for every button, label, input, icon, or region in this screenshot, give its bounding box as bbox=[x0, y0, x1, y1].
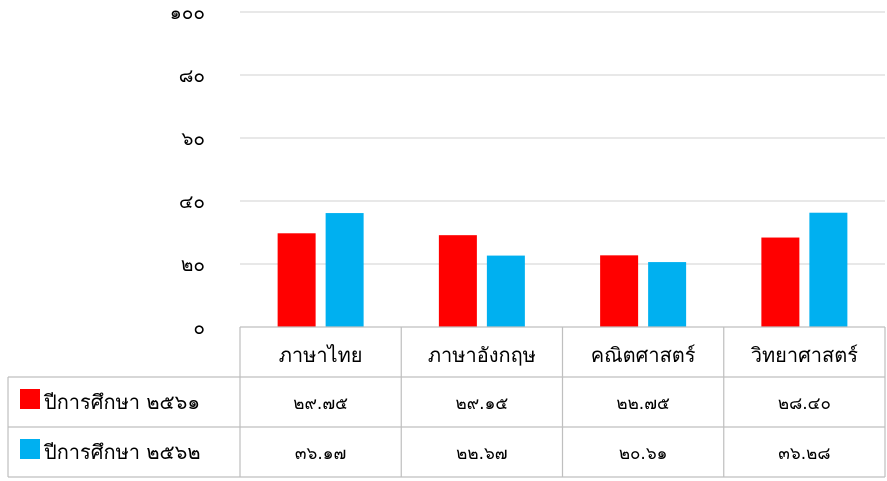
y-tick-label: ๑๐๐ bbox=[170, 2, 205, 24]
data-label: ๒๒.๗๕ bbox=[616, 394, 670, 414]
bar bbox=[809, 212, 848, 327]
y-axis-tick-labels: ๐ ๒๐ ๔๐ ๖๐ ๘๐ ๑๐๐ bbox=[170, 2, 205, 339]
legend-swatch bbox=[20, 389, 40, 409]
bars bbox=[277, 212, 848, 327]
bar bbox=[486, 255, 525, 327]
y-tick-label: ๔๐ bbox=[179, 191, 205, 213]
legend-swatch bbox=[20, 439, 40, 459]
series-name: ปีการศึกษา ๒๕๖๒ bbox=[44, 440, 201, 464]
category-label: ภาษาอังกฤษ bbox=[428, 343, 536, 367]
data-label: ๒๐.๖๑ bbox=[619, 444, 668, 464]
bar bbox=[438, 235, 477, 327]
y-tick-label: ๘๐ bbox=[179, 65, 205, 87]
category-label: ภาษาไทย bbox=[279, 343, 363, 367]
data-label: ๓๖.๑๗ bbox=[295, 444, 346, 464]
data-label: ๒๙.๑๕ bbox=[456, 394, 509, 414]
bar bbox=[648, 262, 687, 327]
data-table: ภาษาไทย ภาษาอังกฤษ คณิตศาสตร์ วิทยาศาสตร์ปี… bbox=[7, 326, 886, 478]
bar bbox=[325, 213, 364, 327]
data-label: ๒๘.๔๐ bbox=[778, 394, 831, 414]
category-label: คณิตศาสตร์ bbox=[591, 343, 696, 367]
category-label: วิทยาศาสตร์ bbox=[751, 343, 858, 367]
y-tick-label: ๒๐ bbox=[181, 254, 205, 276]
bar bbox=[600, 255, 639, 327]
bar bbox=[761, 237, 800, 327]
y-tick-label: ๐ bbox=[193, 317, 205, 339]
series-name: ปีการศึกษา ๒๕๖๑ bbox=[44, 390, 200, 414]
bar bbox=[277, 233, 316, 327]
data-label: ๓๖.๒๘ bbox=[778, 444, 830, 464]
y-tick-label: ๖๐ bbox=[181, 128, 205, 150]
data-label: ๒๒.๖๗ bbox=[456, 444, 507, 464]
data-label: ๒๙.๗๕ bbox=[293, 394, 348, 414]
